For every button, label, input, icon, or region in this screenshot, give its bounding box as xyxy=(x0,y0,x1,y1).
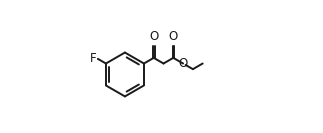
Text: F: F xyxy=(90,52,97,65)
Text: O: O xyxy=(179,57,188,70)
Text: O: O xyxy=(149,30,158,43)
Text: O: O xyxy=(169,30,178,43)
